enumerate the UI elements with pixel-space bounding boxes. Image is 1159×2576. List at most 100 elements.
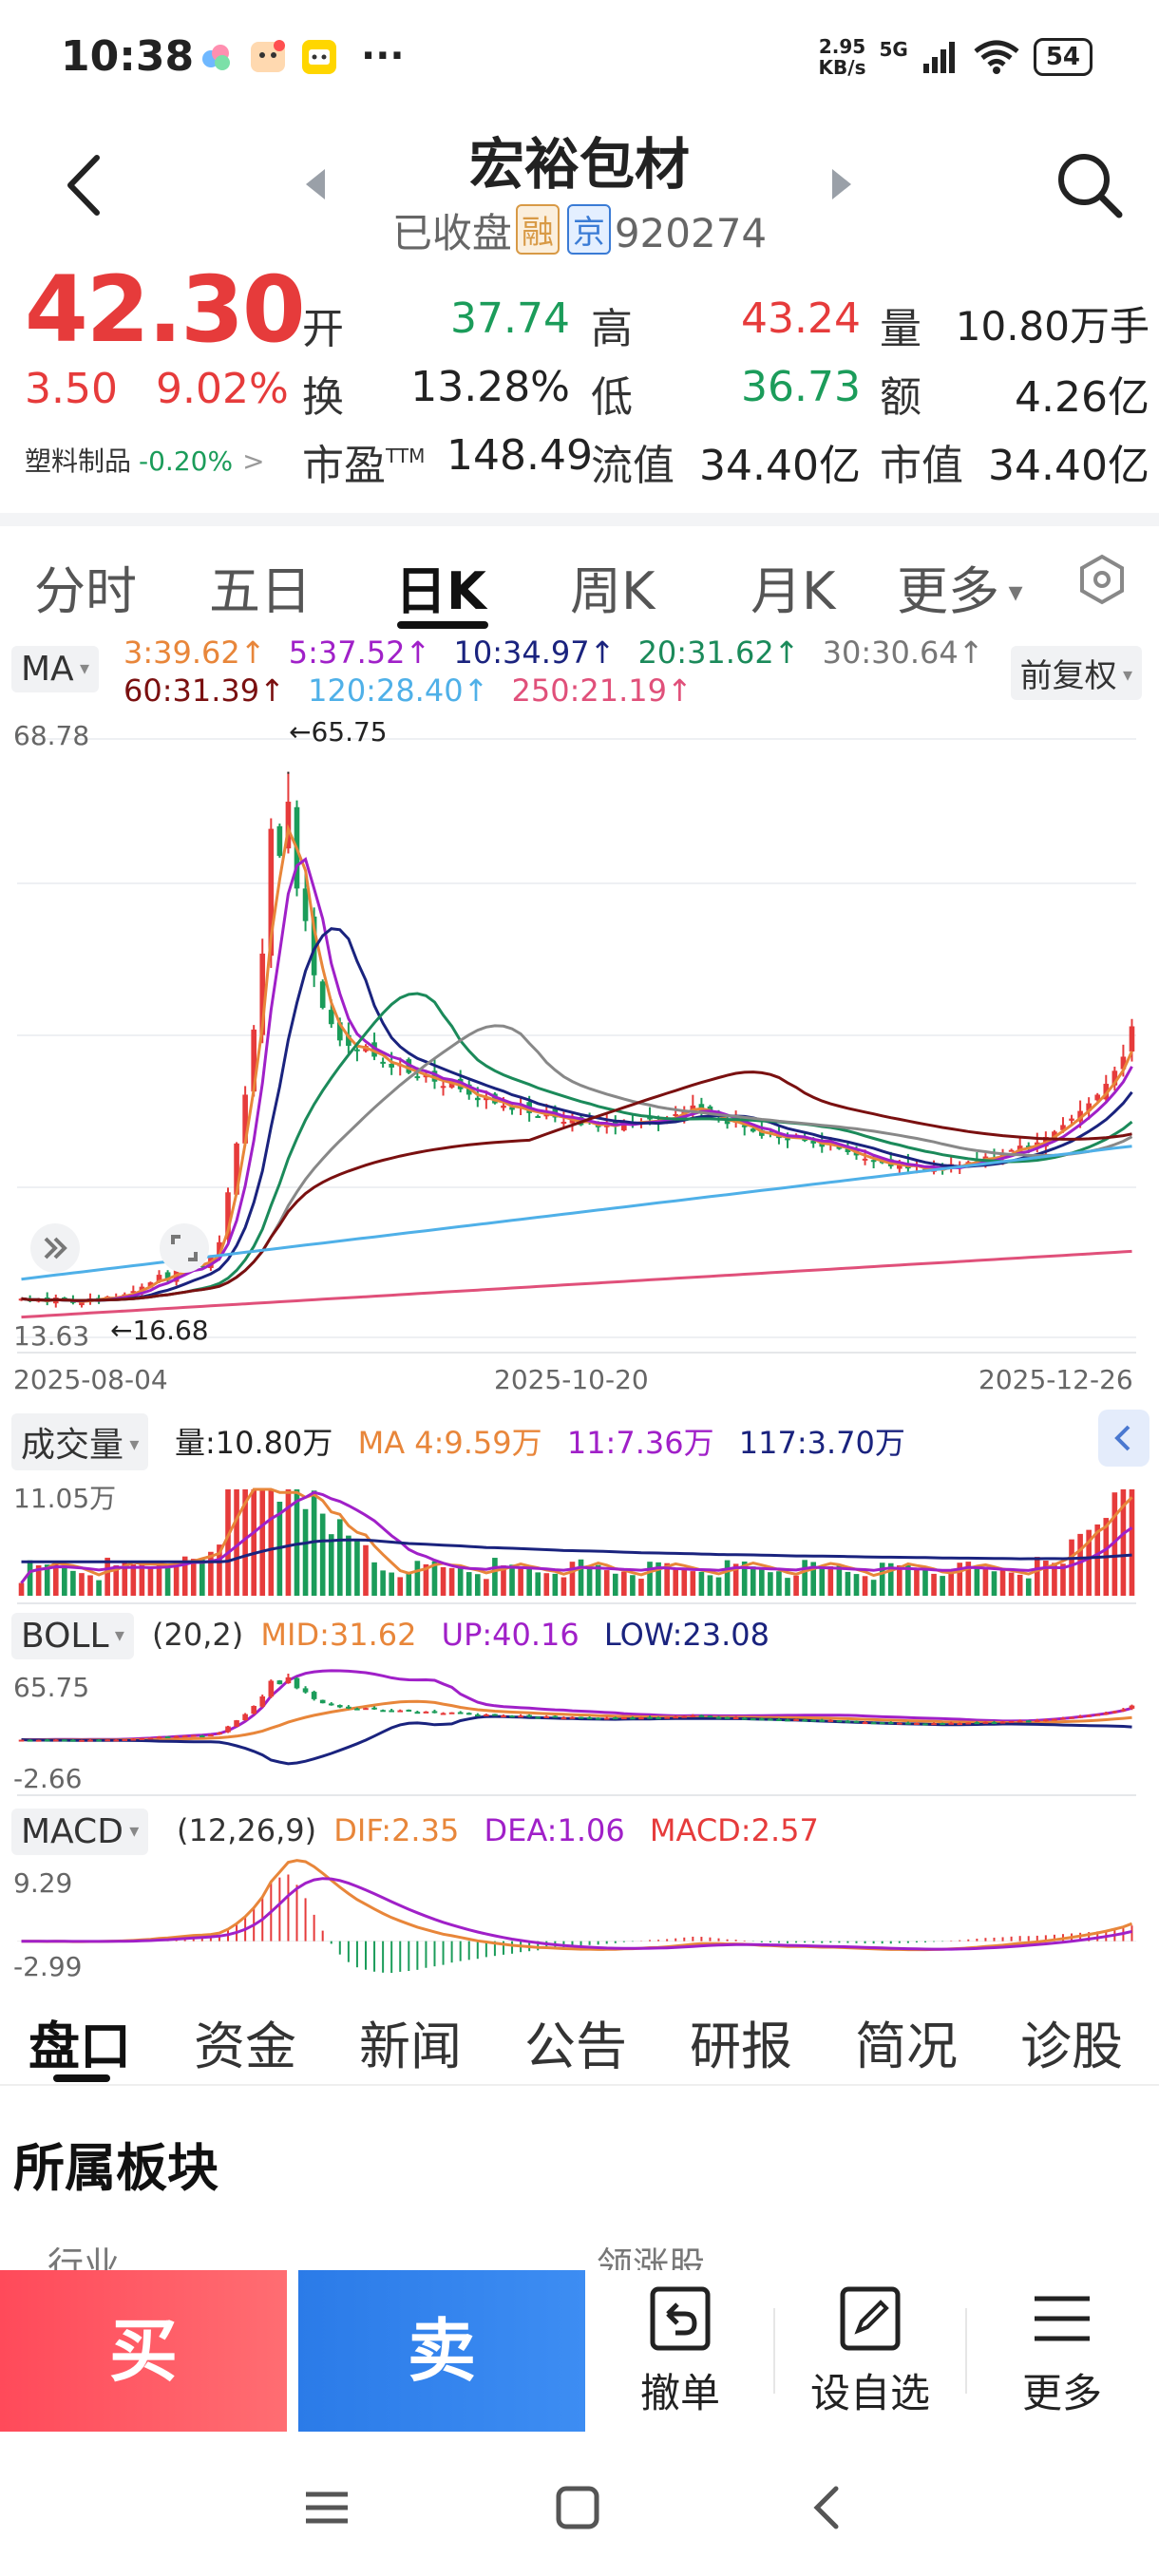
boll-candle-body [836,1720,843,1723]
more-actions-button[interactable]: 更多 [967,2285,1157,2419]
price-adjust-selector[interactable]: 前复权 ▾ [1010,646,1142,700]
volume-bar [122,1562,128,1596]
volume-bar [836,1564,843,1596]
margin-tag: 融 [515,204,560,255]
volume-ma-prefix: MA [357,1425,406,1461]
volume-bar [156,1561,162,1596]
network-type: 5G [879,38,908,61]
volume-bar [1025,1578,1032,1596]
boll-candle-body [664,1716,670,1719]
boll-candle-body [336,1705,343,1708]
next-stock-arrow-icon[interactable] [832,169,851,199]
macd-y-min: -2.99 [13,1951,83,1982]
kline-chart[interactable] [0,0,1159,1985]
candle-body [785,1138,790,1141]
system-nav-bar [0,2441,1159,2576]
recent-apps-icon[interactable] [298,2479,355,2536]
caret-down-icon: ▾ [1116,663,1132,686]
volume-ma11: 11:7.36万 [566,1425,714,1461]
tab-five-day[interactable]: 五日 [209,561,312,621]
boll-candle-body [104,1739,110,1742]
boll-candle-body [707,1715,713,1718]
boll-candle-body [922,1723,928,1726]
tab-research[interactable]: 研报 [690,2017,792,2076]
stock-code: 920274 [614,210,768,256]
tab-more[interactable]: 更多 ▾ [897,549,1023,624]
tab-diagnosis[interactable]: 诊股 [1020,2017,1123,2076]
macd-chip-label: MACD [21,1812,124,1851]
ma10-value: 10:34.97 [453,635,590,671]
boll-candle-body [586,1717,593,1720]
candle-body [242,1094,248,1144]
expand-left-icon[interactable] [28,1222,82,1275]
cancel-order-button[interactable]: 撤单 [585,2285,775,2419]
candle-body [673,1114,679,1117]
volume-bar [164,1567,171,1596]
volume-bar [328,1534,334,1596]
tab-profile[interactable]: 简况 [855,2017,958,2076]
back-nav-icon[interactable] [800,2479,857,2536]
ma-legend-row2: 60:31.39↑ 120:28.40↑ 250:21.19↑ [124,672,693,709]
ma-selector[interactable]: MA ▾ [11,646,100,692]
boll-candle-body [35,1739,42,1742]
boll-indicator-selector[interactable]: BOLL ▾ [11,1613,134,1659]
macd-dea-line [21,1877,1132,1951]
volume-bar [999,1570,1006,1596]
date-mid: 2025-10-20 [494,1364,649,1395]
ma20-value: 20:31.62 [637,635,774,671]
tab-weekly-k[interactable]: 周K [570,561,656,621]
volume-bar [501,1565,506,1596]
volume-bar [603,1570,610,1596]
tab-daily-k[interactable]: 日K [395,561,486,621]
volume-bar [862,1576,868,1596]
volume-bar [732,1563,739,1596]
boll-legend: (20,2) MID:31.62 UP:40.16 LOW:23.08 [152,1617,770,1653]
date-start: 2025-08-04 [13,1364,168,1395]
sector-link[interactable]: 塑料制品 -0.20% > [25,441,265,479]
macd-indicator-selector[interactable]: MACD ▾ [11,1809,149,1855]
boll-candle-body [578,1716,584,1719]
stock-subtitle: 已收盘融京 920274 [0,201,1159,259]
volume-bar [940,1576,945,1596]
sell-button[interactable]: 卖 [298,2270,585,2432]
buy-button[interactable]: 买 [0,2270,287,2432]
tab-monthly-k[interactable]: 月K [750,561,836,621]
add-watchlist-button[interactable]: 设自选 [775,2285,965,2419]
boll-candle-body [484,1714,489,1716]
boll-candle-body [905,1722,911,1725]
kline-y-min: 13.63 [13,1320,90,1352]
volume-bar [982,1567,989,1596]
volume-bar [457,1565,464,1596]
action-separator [773,2308,775,2394]
volume-bar [311,1490,317,1596]
search-icon[interactable] [1053,148,1125,220]
volume-bar [887,1563,894,1596]
home-icon[interactable] [549,2479,606,2536]
chart-settings-hex-icon[interactable] [1075,553,1129,606]
boll-y-max: 65.75 [13,1672,90,1703]
back-arrow-icon[interactable] [61,152,108,218]
tab-news[interactable]: 新闻 [359,2017,462,2076]
boll-candle-body [440,1713,446,1715]
volume-indicator-selector[interactable]: 成交量 ▾ [11,1413,149,1470]
boll-candle-body [397,1710,404,1713]
volume-bar [1077,1533,1083,1596]
boll-candle-body [87,1739,93,1742]
tab-orderbook[interactable]: 盘口 [28,2017,131,2076]
boll-candle-body [113,1739,120,1742]
volume-bar [656,1562,661,1596]
macd-legend: (12,26,9) DIF:2.35 DEA:1.06 MACD:2.57 [177,1812,819,1848]
boll-candle-body [914,1722,920,1725]
volume-bar [1120,1489,1127,1596]
tab-intraday[interactable]: 分时 [34,561,137,621]
tab-announcements[interactable]: 公告 [524,2017,627,2076]
prev-stock-arrow-icon[interactable] [306,169,325,199]
fullscreen-icon[interactable] [158,1222,211,1275]
ma250-value: 250:21.19 [511,672,668,709]
tab-capital[interactable]: 资金 [194,2017,296,2076]
caret-down-icon: ▾ [124,1432,140,1455]
side-collapse-button[interactable] [1098,1410,1150,1467]
pe-label-text: 市盈 [302,442,386,490]
boll-candle-body [569,1716,576,1719]
